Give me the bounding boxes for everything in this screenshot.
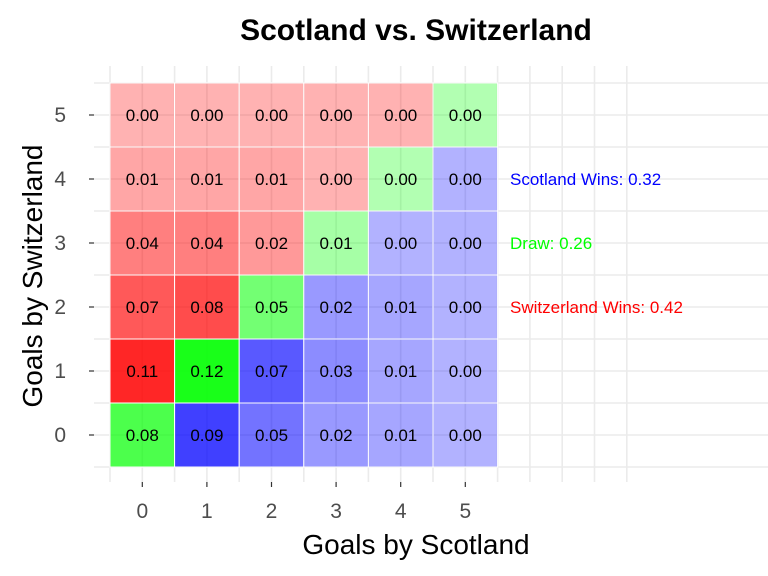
heatmap-cell xyxy=(303,82,369,148)
heatmap-cell xyxy=(432,402,499,468)
cell-value-label: 0.12 xyxy=(190,362,223,381)
cell-value-label: 0.08 xyxy=(126,426,159,445)
y-tick-label: 5 xyxy=(54,104,66,127)
y-tick-label: 2 xyxy=(54,296,66,319)
heatmap-cell xyxy=(238,274,305,340)
axis-ticks: 0 1 2 3 4 5 0 1 2 3 4 5 xyxy=(54,104,471,523)
cell-value-label: 0.03 xyxy=(320,362,353,381)
y-tick-label: 3 xyxy=(54,232,66,255)
heatmap-cell xyxy=(109,82,176,148)
x-tick-label: 4 xyxy=(395,500,407,523)
cell-value-label: 0.04 xyxy=(190,234,223,253)
cell-value-label: 0.01 xyxy=(255,170,288,189)
cell-value-label: 0.05 xyxy=(255,298,288,317)
cell-value-label: 0.00 xyxy=(384,106,417,125)
y-tick-label: 4 xyxy=(54,168,66,191)
cell-value-label: 0.00 xyxy=(126,106,159,125)
heatmap-cell xyxy=(238,210,305,276)
cell-value-label: 0.01 xyxy=(190,170,223,189)
cell-value-label: 0.00 xyxy=(190,106,223,125)
x-tick-label: 5 xyxy=(459,500,471,523)
cell-value-label: 0.02 xyxy=(320,298,353,317)
cell-value-label: 0.02 xyxy=(255,234,288,253)
x-tick-label: 1 xyxy=(201,500,213,523)
cell-value-label: 0.01 xyxy=(384,362,417,381)
heatmap-cell xyxy=(238,82,305,148)
heatmap-cell xyxy=(432,146,499,212)
y-axis-title: Goals by Switzerland xyxy=(17,144,48,407)
cell-value-label: 0.00 xyxy=(255,106,288,125)
cell-value-label: 0.00 xyxy=(449,298,482,317)
heatmap-cell xyxy=(432,210,499,276)
heatmap-cell xyxy=(303,146,369,212)
heatmap-cell xyxy=(367,146,434,212)
cell-value-label: 0.07 xyxy=(126,298,159,317)
heatmap-cell xyxy=(109,274,176,340)
heatmap-cell xyxy=(432,274,499,340)
cell-value-label: 0.00 xyxy=(384,170,417,189)
cell-value-label: 0.01 xyxy=(126,170,159,189)
cell-value-label: 0.05 xyxy=(255,426,288,445)
heatmap-cell xyxy=(303,274,369,340)
cell-value-label: 0.07 xyxy=(255,362,288,381)
heatmap-cells xyxy=(109,82,499,468)
outcome-annotation: Scotland Wins: 0.32 xyxy=(510,170,661,189)
heatmap-cell xyxy=(174,82,240,148)
cell-value-label: 0.02 xyxy=(320,426,353,445)
outcome-annotation: Switzerland Wins: 0.42 xyxy=(510,298,683,317)
x-tick-label: 0 xyxy=(136,500,148,523)
heatmap-cell xyxy=(432,338,499,404)
cell-value-label: 0.00 xyxy=(449,170,482,189)
heatmap-cell xyxy=(174,274,240,340)
cell-value-label: 0.09 xyxy=(190,426,223,445)
cell-value-label: 0.00 xyxy=(320,106,353,125)
y-tick-label: 0 xyxy=(54,424,66,447)
cell-value-label: 0.00 xyxy=(449,426,482,445)
x-tick-label: 3 xyxy=(330,500,342,523)
outcome-annotations: Scotland Wins: 0.32 Draw: 0.26 Switzerland… xyxy=(510,170,683,317)
heatmap-cell xyxy=(303,210,369,276)
heatmap-cell xyxy=(367,82,434,148)
cell-value-label: 0.00 xyxy=(320,170,353,189)
cell-value-label: 0.00 xyxy=(449,106,482,125)
y-tick-label: 1 xyxy=(54,360,66,383)
heatmap-cell xyxy=(174,210,240,276)
cell-value-label: 0.01 xyxy=(384,426,417,445)
cell-value-labels: 0.08 0.09 0.05 0.02 0.01 0.00 0.11 0.12 0.07 0.03… xyxy=(126,106,482,445)
cell-value-label: 0.00 xyxy=(449,234,482,253)
heatmap-cell xyxy=(432,82,499,148)
cell-value-label: 0.00 xyxy=(384,234,417,253)
cell-value-label: 0.00 xyxy=(449,362,482,381)
chart-title: Scotland vs. Switzerland xyxy=(240,14,592,47)
heatmap-cell xyxy=(109,210,176,276)
heatmap-cell xyxy=(109,338,176,404)
heatmap-cell xyxy=(238,402,305,468)
outcome-annotation: Draw: 0.26 xyxy=(510,234,592,253)
x-tick-label: 2 xyxy=(266,500,278,523)
cell-value-label: 0.04 xyxy=(126,234,159,253)
cell-value-label: 0.08 xyxy=(190,298,223,317)
heatmap-cell xyxy=(367,402,434,468)
x-axis-title: Goals by Scotland xyxy=(302,529,529,560)
cell-value-label: 0.01 xyxy=(384,298,417,317)
cell-value-label: 0.01 xyxy=(320,234,353,253)
cell-value-label: 0.11 xyxy=(126,362,158,381)
